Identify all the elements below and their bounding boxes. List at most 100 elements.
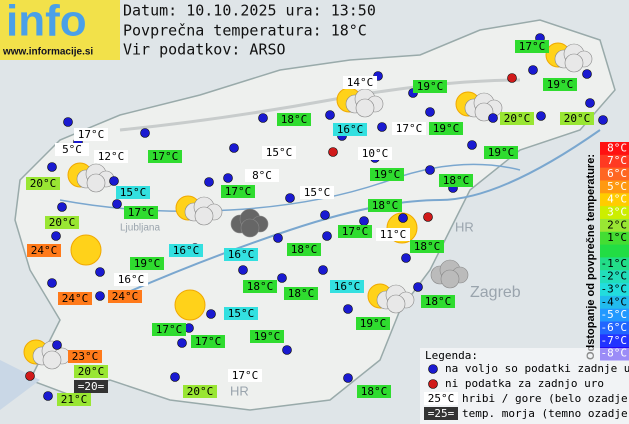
- cloud-part: [86, 173, 106, 193]
- scale-label: -2°C: [601, 270, 628, 283]
- legend-dot: [428, 364, 438, 374]
- station-dot: [536, 111, 546, 121]
- temperature-label: 16°C: [334, 280, 361, 293]
- scale-swatch: [600, 193, 629, 207]
- temperature-box: [392, 122, 426, 135]
- temperature-label: 5°C: [62, 143, 82, 156]
- temperature-label: 19°C: [488, 146, 515, 159]
- temperature-box: [370, 168, 404, 181]
- temperature-label: 17°C: [128, 206, 155, 219]
- temperature-box: [152, 323, 186, 336]
- scale-label: 7°C: [607, 154, 627, 167]
- station-dot: [47, 278, 57, 288]
- temperature-box: [429, 122, 463, 135]
- temperature-label: 19°C: [433, 122, 460, 135]
- source-line: Vir podatkov: ARSO: [123, 41, 286, 59]
- place-label: Zagreb: [470, 284, 521, 301]
- temperature-label: 24°C: [62, 292, 89, 305]
- station-dot: [57, 202, 67, 212]
- temperature-box: [148, 150, 182, 163]
- temperature-label: 20°C: [564, 112, 591, 125]
- temperature-label: 17°C: [519, 40, 546, 53]
- place-label: Ljubljana: [120, 223, 160, 234]
- station-dot: [229, 143, 239, 153]
- logo-url[interactable]: www.informacije.si: [2, 47, 93, 58]
- temperature-label: 24°C: [31, 244, 58, 257]
- temperature-label: 17°C: [195, 335, 222, 348]
- temperature-box: [224, 248, 258, 261]
- cloud-part: [564, 53, 584, 73]
- temperature-label: 20°C: [78, 365, 105, 378]
- station-dot: [112, 199, 122, 209]
- temperature-box: [413, 80, 447, 93]
- cloud-part: [194, 206, 214, 226]
- station-dot: [223, 173, 233, 183]
- station-missing-dot: [328, 147, 338, 157]
- scale-swatch: [600, 167, 629, 181]
- temperature-label: 17°C: [225, 185, 252, 198]
- station-missing-dot: [423, 212, 433, 222]
- temperature-box: [410, 240, 444, 253]
- cloud-icon: [554, 43, 593, 73]
- scale-title: Odstopanje od povprečne temperature:: [585, 154, 597, 360]
- station-dot: [206, 309, 216, 319]
- logo: info: [6, 0, 87, 46]
- temperature-box: [74, 380, 108, 393]
- station-dot: [585, 98, 595, 108]
- temperature-label: 20°C: [49, 216, 76, 229]
- place-label: HR: [230, 383, 249, 398]
- legend-sample-text: =25=: [428, 407, 455, 420]
- scale-label: 2°C: [607, 218, 627, 231]
- temperature-box: [262, 146, 296, 159]
- station-dot: [377, 122, 387, 132]
- temperature-label: 20°C: [504, 112, 531, 125]
- temperature-label: 11°C: [380, 228, 407, 241]
- temperature-box: [250, 330, 284, 343]
- legend-sample: [424, 407, 458, 420]
- sea: [0, 360, 40, 410]
- scale-label: 1°C: [607, 231, 627, 244]
- legend-title: Legenda:: [425, 349, 478, 362]
- cloud-icon: [32, 340, 71, 370]
- temperature-label: 18°C: [372, 199, 399, 212]
- temperature-box: [515, 40, 549, 53]
- scale-label: 4°C: [607, 193, 627, 206]
- temperature-label: 23°C: [72, 350, 99, 363]
- temperature-box: [228, 369, 262, 382]
- temperature-box: [421, 295, 455, 308]
- cloud-icon: [230, 208, 269, 238]
- scale-label: -1°C: [601, 257, 628, 270]
- station-dot: [51, 231, 61, 241]
- temperature-label: 19°C: [360, 317, 387, 330]
- temperature-label: 24°C: [112, 290, 139, 303]
- scale-label: 6°C: [607, 167, 627, 180]
- station-dot: [63, 117, 73, 127]
- avg-line: Povprečna temperatura: 18°C: [123, 22, 367, 40]
- temperature-label: 18°C: [281, 113, 308, 126]
- temperature-box: [169, 244, 203, 257]
- scale-swatch: [600, 321, 629, 335]
- scale-swatch: [600, 218, 629, 233]
- temperature-box: [58, 292, 92, 305]
- temperature-label: 17°C: [396, 122, 423, 135]
- temperature-label: 14°C: [347, 76, 374, 89]
- temperature-label: 18°C: [443, 174, 470, 187]
- temperature-label: 20°C: [30, 177, 57, 190]
- temperature-box: [357, 385, 391, 398]
- scale-swatch: [600, 206, 629, 220]
- station-dot: [425, 107, 435, 117]
- temperature-box: [543, 78, 577, 91]
- temperature-box: [368, 199, 402, 212]
- station-dot: [140, 128, 150, 138]
- legend-text: ni podatka za zadnjo uro: [445, 377, 604, 390]
- cloud-part: [386, 294, 406, 314]
- temperature-box: [116, 186, 150, 199]
- legend-text: na voljo so podatki zadnje ure: [445, 362, 629, 375]
- temperature-label: 17°C: [342, 225, 369, 238]
- scale-swatch: [600, 308, 629, 323]
- station-dot: [322, 231, 332, 241]
- temperature-label: 18°C: [361, 385, 388, 398]
- cloud-icon: [184, 196, 223, 226]
- temperature-label: 20°C: [187, 385, 214, 398]
